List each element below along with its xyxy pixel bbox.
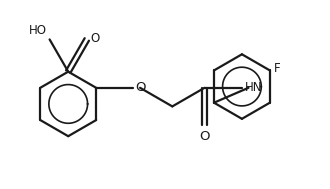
Text: O: O [91,32,100,45]
Text: F: F [274,62,280,75]
Text: O: O [135,81,146,94]
Text: HN: HN [245,81,262,94]
Text: HO: HO [29,24,47,37]
Text: O: O [199,130,210,143]
